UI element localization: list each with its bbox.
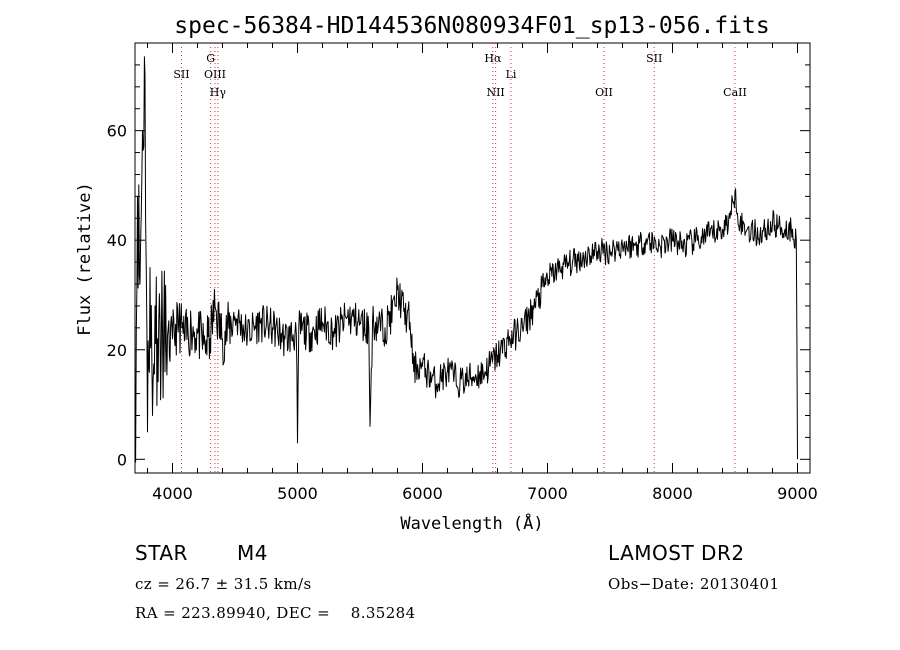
survey-name: LAMOST DR2 xyxy=(608,541,745,565)
y-tick-label: 40 xyxy=(107,231,127,250)
observation-date: Obs−Date: 20130401 xyxy=(608,575,780,593)
spectral-line-label: Hα xyxy=(484,52,502,65)
y-tick-label: 20 xyxy=(107,341,127,360)
chart-title: spec-56384-HD144536N080934F01_sp13-056.f… xyxy=(174,13,769,39)
x-tick-label: 5000 xyxy=(277,484,318,503)
spectral-line-label: OII xyxy=(595,86,613,99)
object-subclass: M4 xyxy=(237,541,268,565)
spectral-line-label: G xyxy=(206,52,215,65)
x-axis-label: Wavelength (Å) xyxy=(400,512,543,534)
spectral-line-label: Hγ xyxy=(210,86,227,99)
redshift-readout: cz = 26.7 ± 31.5 km/s xyxy=(135,575,312,593)
y-tick-label: 0 xyxy=(117,450,127,469)
x-tick-label: 4000 xyxy=(152,484,193,503)
spectral-line-label: SII xyxy=(646,52,662,65)
spectral-line-label: SII xyxy=(173,68,189,81)
x-tick-label: 9000 xyxy=(777,484,818,503)
x-tick-label: 6000 xyxy=(402,484,443,503)
coordinates-readout: RA = 223.89940, DEC = 8.35284 xyxy=(135,604,416,622)
spectral-line-label: CaII xyxy=(723,86,747,99)
x-tick-label: 8000 xyxy=(652,484,693,503)
object-type: STAR xyxy=(135,541,188,565)
spectral-line-label: OIII xyxy=(204,68,226,81)
y-axis-label: Flux (relative) xyxy=(75,182,95,336)
spectrum-line xyxy=(134,56,798,463)
plot-frame xyxy=(134,42,811,474)
spectral-line-label: Li xyxy=(506,68,517,81)
y-tick-label: 60 xyxy=(107,122,127,141)
x-tick-label: 7000 xyxy=(527,484,568,503)
spectral-line-label: NII xyxy=(486,86,504,99)
